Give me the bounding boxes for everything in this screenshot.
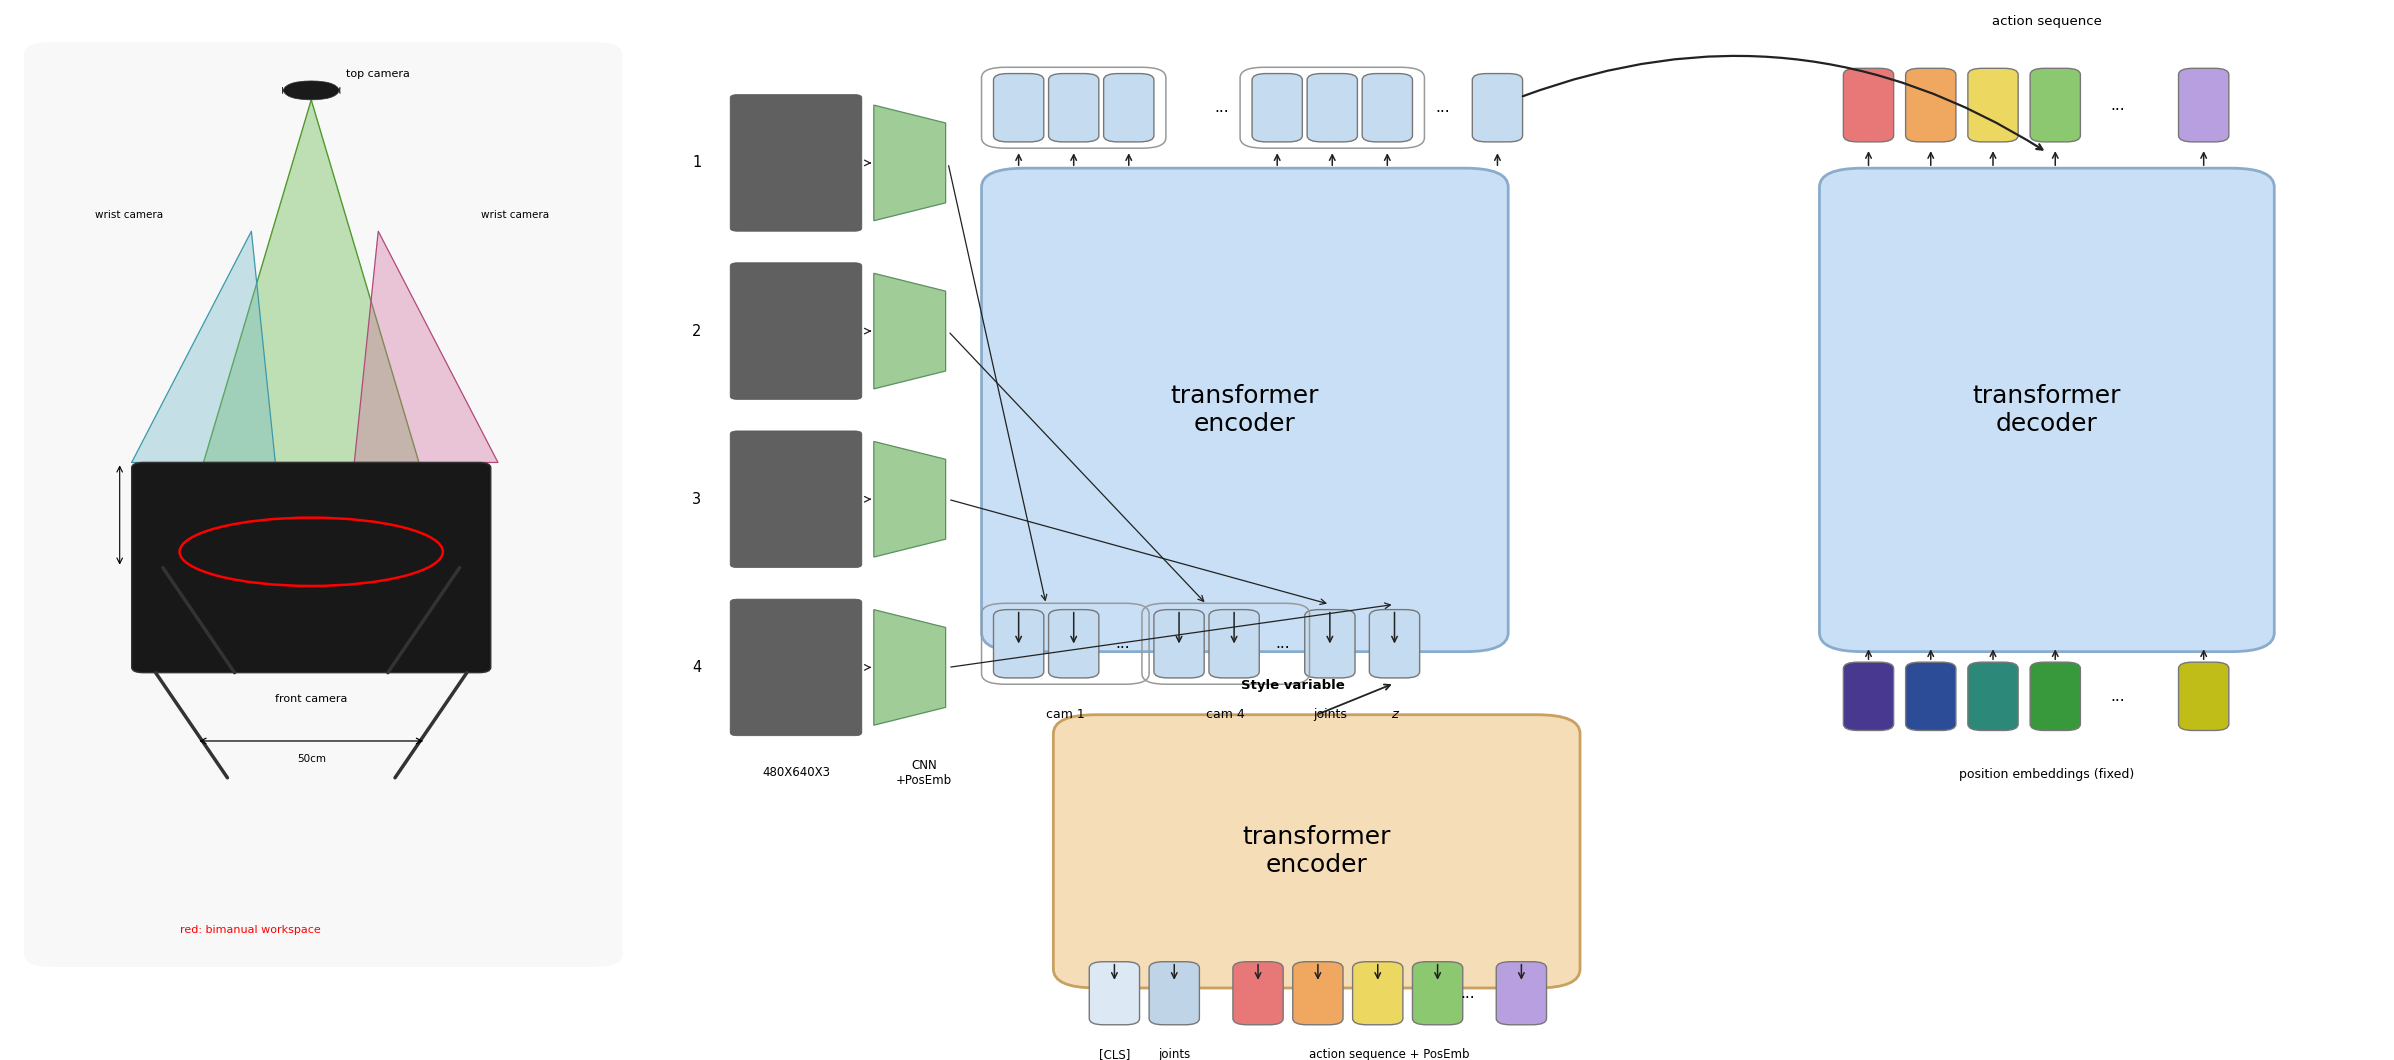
Text: 3: 3 <box>692 492 701 507</box>
FancyBboxPatch shape <box>1369 610 1420 678</box>
FancyBboxPatch shape <box>1819 169 2274 652</box>
Text: ...: ... <box>1276 636 1290 651</box>
Text: 4: 4 <box>692 660 701 675</box>
FancyBboxPatch shape <box>2179 662 2229 730</box>
Text: wrist camera: wrist camera <box>96 211 163 220</box>
FancyBboxPatch shape <box>1149 961 1199 1025</box>
Text: joints: joints <box>1159 1047 1190 1060</box>
Text: wrist camera: wrist camera <box>481 211 548 220</box>
FancyBboxPatch shape <box>1089 961 1140 1025</box>
Text: 480X640X3: 480X640X3 <box>761 766 831 779</box>
Text: transformer
encoder: transformer encoder <box>1171 384 1319 436</box>
FancyBboxPatch shape <box>1252 73 1302 142</box>
Polygon shape <box>132 231 275 462</box>
FancyBboxPatch shape <box>1906 68 1956 142</box>
Text: ...: ... <box>1460 986 1475 1001</box>
FancyBboxPatch shape <box>1362 73 1412 142</box>
FancyBboxPatch shape <box>1154 610 1204 678</box>
Text: ...: ... <box>2109 98 2126 112</box>
Polygon shape <box>874 273 946 389</box>
Text: joints: joints <box>1312 708 1348 721</box>
FancyBboxPatch shape <box>1049 73 1099 142</box>
FancyBboxPatch shape <box>2030 662 2080 730</box>
FancyBboxPatch shape <box>282 81 340 100</box>
Text: top camera: top camera <box>347 69 409 78</box>
Text: ...: ... <box>2109 689 2126 704</box>
FancyBboxPatch shape <box>994 610 1044 678</box>
Polygon shape <box>354 231 498 462</box>
FancyBboxPatch shape <box>982 169 1508 652</box>
Text: position embeddings (fixed): position embeddings (fixed) <box>1958 768 2135 781</box>
Text: action sequence: action sequence <box>1992 15 2102 28</box>
FancyBboxPatch shape <box>730 431 862 567</box>
Text: z: z <box>1391 708 1398 721</box>
Text: CNN
+PosEmb: CNN +PosEmb <box>895 759 953 787</box>
Text: transformer
encoder: transformer encoder <box>1242 826 1391 878</box>
Text: ...: ... <box>1116 636 1130 651</box>
FancyBboxPatch shape <box>132 462 491 673</box>
Text: Style variable: Style variable <box>1240 679 1345 692</box>
Text: 50cm: 50cm <box>297 754 326 764</box>
Text: ...: ... <box>1214 101 1231 116</box>
Text: 2: 2 <box>692 323 701 338</box>
Text: [CLS]: [CLS] <box>1099 1047 1130 1060</box>
FancyBboxPatch shape <box>730 94 862 231</box>
FancyBboxPatch shape <box>1472 73 1523 142</box>
Text: action sequence + PosEmb: action sequence + PosEmb <box>1310 1047 1470 1060</box>
FancyBboxPatch shape <box>994 73 1044 142</box>
Text: front camera: front camera <box>275 694 347 704</box>
Text: cam 1: cam 1 <box>1046 708 1084 721</box>
FancyBboxPatch shape <box>1496 961 1547 1025</box>
Text: 1: 1 <box>692 156 701 171</box>
Text: transformer
decoder: transformer decoder <box>1973 384 2121 436</box>
FancyBboxPatch shape <box>1906 662 1956 730</box>
FancyBboxPatch shape <box>1053 714 1580 988</box>
Polygon shape <box>874 610 946 725</box>
Polygon shape <box>874 105 946 220</box>
FancyBboxPatch shape <box>2030 68 2080 142</box>
FancyBboxPatch shape <box>730 263 862 400</box>
FancyBboxPatch shape <box>24 42 622 967</box>
FancyBboxPatch shape <box>1307 73 1357 142</box>
FancyBboxPatch shape <box>1843 662 1894 730</box>
Text: red: bimanual workspace: red: bimanual workspace <box>180 925 321 935</box>
FancyBboxPatch shape <box>1233 961 1283 1025</box>
FancyBboxPatch shape <box>1049 610 1099 678</box>
FancyBboxPatch shape <box>730 599 862 736</box>
FancyBboxPatch shape <box>1968 662 2018 730</box>
FancyBboxPatch shape <box>2179 68 2229 142</box>
FancyBboxPatch shape <box>1353 961 1403 1025</box>
Polygon shape <box>874 441 946 558</box>
FancyBboxPatch shape <box>1305 610 1355 678</box>
FancyBboxPatch shape <box>1293 961 1343 1025</box>
FancyBboxPatch shape <box>1104 73 1154 142</box>
Text: ...: ... <box>1434 101 1451 116</box>
Text: cam 4: cam 4 <box>1207 708 1245 721</box>
FancyBboxPatch shape <box>1968 68 2018 142</box>
Polygon shape <box>203 100 419 462</box>
FancyBboxPatch shape <box>1412 961 1463 1025</box>
FancyBboxPatch shape <box>1209 610 1259 678</box>
FancyBboxPatch shape <box>1843 68 1894 142</box>
